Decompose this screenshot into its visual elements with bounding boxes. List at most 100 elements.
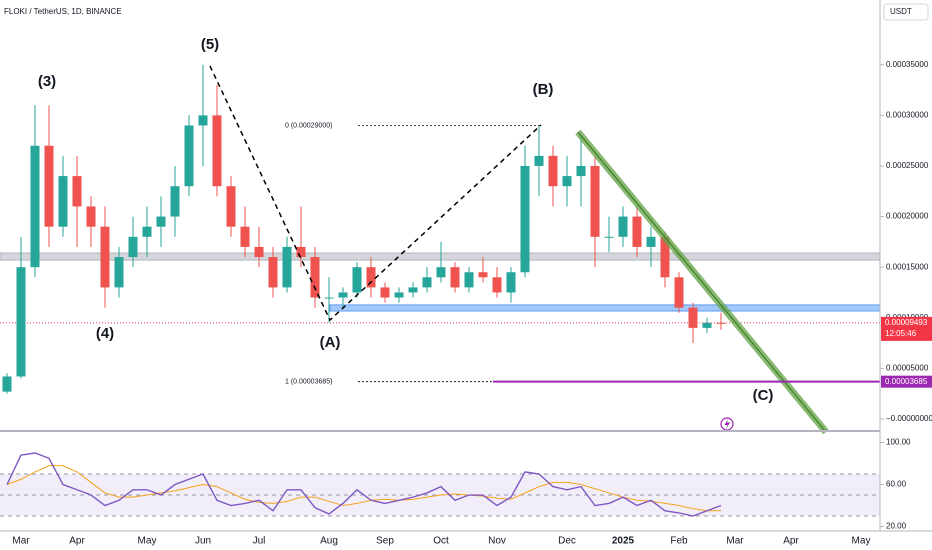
x-tick-label: Oct [433, 536, 449, 547]
wave-line [209, 65, 542, 322]
candle-body [478, 272, 488, 278]
currency-label: USDT [890, 7, 912, 16]
candle-body [422, 277, 432, 288]
candle-body [170, 186, 180, 217]
wave-label: (4) [96, 325, 114, 342]
candle-body [674, 277, 684, 308]
wave-label: (A) [320, 334, 341, 351]
candle-body [296, 246, 306, 258]
candle-body [702, 322, 712, 328]
wave-label: (3) [38, 73, 56, 90]
candle-body [632, 216, 642, 247]
candle-body [716, 322, 726, 324]
price-axis [880, 0, 932, 550]
fib-label: 1 (0.00003685) [285, 379, 332, 386]
candle-body [268, 257, 278, 288]
candle-body [380, 287, 390, 298]
y-tick-label: 0.00025000 [886, 161, 929, 170]
x-tick-label: Feb [670, 536, 688, 547]
candle-body [184, 125, 194, 187]
candle-body [282, 246, 292, 288]
x-tick-label: 2025 [612, 536, 635, 547]
x-tick-label: Aug [320, 536, 338, 547]
y-tick-label: 0.00005000 [886, 363, 929, 372]
zone [329, 304, 881, 312]
wave-label: (5) [201, 36, 219, 53]
candle-body [128, 236, 138, 258]
wave-label: (C) [753, 387, 774, 404]
candle-body [464, 272, 474, 288]
candle-body [212, 115, 222, 187]
alert-icon-bolt [724, 419, 730, 429]
candle-body [520, 165, 530, 273]
candle-body [618, 216, 628, 237]
candle-body [30, 145, 40, 268]
rsi-line [6, 452, 722, 517]
fib-price-box [881, 375, 932, 388]
rsi-tick-label: 20.00 [886, 522, 907, 531]
y-tick-label: 0.00035000 [886, 60, 929, 69]
y-tick-label: 0.00020000 [886, 212, 929, 221]
candle-body [450, 267, 460, 288]
candle-body [142, 226, 152, 237]
rsi-tick-label: 100.00 [886, 438, 911, 447]
x-tick-label: Apr [783, 536, 799, 547]
last-price-label: 0.00009493 [885, 318, 928, 327]
candle-body [114, 257, 124, 288]
x-tick-label: Dec [558, 536, 576, 547]
candle-body [44, 145, 54, 227]
candle-body [254, 246, 264, 258]
rsi-ma-line [6, 465, 721, 512]
candle-body [72, 176, 82, 207]
candle-body [100, 226, 110, 288]
candle-body [2, 376, 12, 392]
candle-body [688, 307, 698, 328]
y-tick-label: 0.00030000 [886, 110, 929, 119]
candle-body [366, 267, 376, 288]
candle-body [604, 236, 614, 238]
candle-body [58, 176, 68, 227]
candle-body [590, 165, 600, 237]
x-tick-label: Jun [195, 536, 211, 547]
candle-body [660, 236, 670, 278]
candle-body [156, 216, 166, 227]
candle-body [492, 277, 502, 293]
chart-title: FLOKI / TetherUS, 1D, BINANCE [4, 7, 122, 16]
x-tick-label: Mar [12, 536, 30, 547]
candle-body [198, 115, 208, 126]
candle-body [86, 206, 96, 227]
candle-body [240, 226, 250, 247]
candle-body [338, 292, 348, 298]
candle-body [534, 155, 544, 166]
last-price-box [881, 316, 932, 341]
x-tick-label: Jul [253, 536, 266, 547]
x-tick-label: Apr [69, 536, 85, 547]
fib-price-label: 0.00003685 [885, 377, 928, 386]
y-tick-label: 0.00015000 [886, 262, 929, 271]
fib-label: 0 (0.00029000) [285, 122, 332, 129]
candle-body [226, 186, 236, 227]
candle-body [562, 176, 572, 187]
countdown-label: 12:05:46 [885, 329, 917, 338]
x-tick-label: May [852, 536, 871, 547]
candle-body [16, 267, 26, 377]
candle-body [408, 287, 418, 293]
x-tick-label: Sep [376, 536, 394, 547]
candle-body [352, 267, 362, 293]
y-tick-label: −0.00000000 [886, 414, 932, 423]
candle-body [576, 165, 586, 177]
candle-body [646, 236, 656, 247]
x-tick-label: Nov [488, 536, 506, 547]
candle-body [506, 272, 516, 293]
x-tick-label: Mar [726, 536, 744, 547]
x-tick-label: May [138, 536, 157, 547]
candle-body [324, 297, 334, 299]
candle-body [548, 155, 558, 187]
candle-body [310, 257, 320, 298]
candle-body [394, 292, 404, 298]
wave-label: (B) [533, 81, 554, 98]
currency-button[interactable] [883, 3, 929, 21]
candle-body [436, 267, 446, 278]
rsi-tick-label: 60.00 [886, 480, 907, 489]
